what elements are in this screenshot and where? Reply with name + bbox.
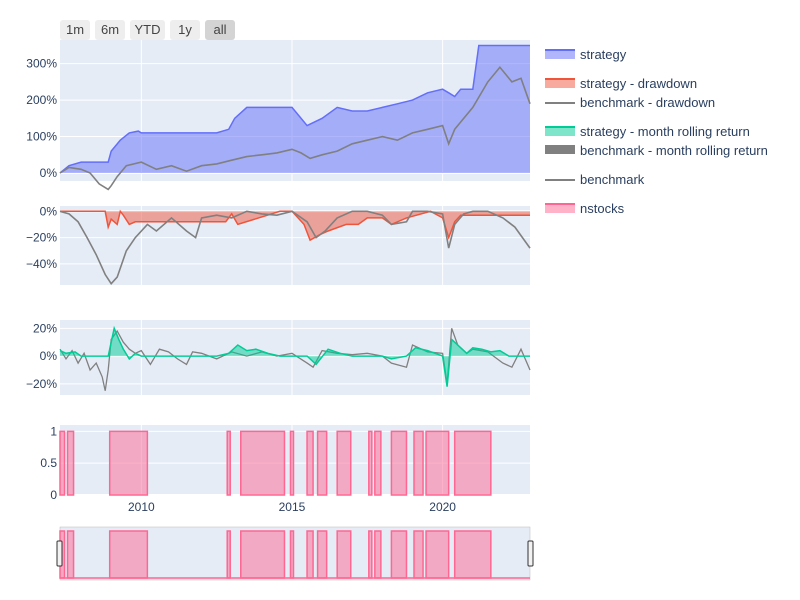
range-button-1y[interactable]: 1y [170, 20, 200, 40]
nstocks-bar [374, 430, 382, 496]
range-slider-bar [374, 530, 382, 579]
nstocks-bar [390, 430, 408, 496]
range-slider-bar [289, 530, 295, 579]
nstocks-bar [453, 430, 492, 496]
y-tick-label: −40% [26, 257, 57, 271]
panel-returns: 0% 100% 200% 300% [26, 40, 531, 191]
legend-swatch [545, 179, 575, 181]
range-slider-bar [425, 530, 450, 579]
y-tick-label: 0.5 [40, 456, 57, 470]
range-slider-bar [413, 530, 424, 579]
range-button-label: 1m [65, 22, 85, 37]
range-button-label: YTD [134, 22, 161, 37]
nstocks-bar [108, 430, 149, 496]
range-slider-handle-left[interactable] [56, 540, 63, 567]
panel-rolling: 20% 0% −20% [26, 320, 531, 395]
strategy-drawdown-line [60, 209, 530, 242]
legend-swatch [545, 145, 575, 154]
range-slider[interactable] [56, 526, 534, 581]
legend-label: strategy - drawdown [580, 76, 698, 91]
range-slider-bar [368, 530, 373, 579]
y-tick-label: 0% [40, 204, 58, 218]
nstocks-bar [316, 430, 328, 496]
range-button-label: 6m [100, 22, 120, 37]
y-tick-label: 0% [40, 349, 58, 363]
legend-swatch [545, 78, 575, 88]
nstocks-bar [368, 430, 373, 496]
range-slider-handle-right[interactable] [527, 540, 534, 567]
range-button-label: all [213, 22, 227, 37]
range-slider-bar [390, 530, 408, 579]
nstocks-bar [226, 430, 231, 496]
range-slider-bar [108, 530, 149, 579]
nstocks-bar [240, 430, 286, 496]
y-tick-label: −20% [26, 231, 57, 245]
y-tick-label: 20% [33, 321, 57, 335]
range-button-1m[interactable]: 1m [60, 20, 90, 40]
range-slider-bar [226, 530, 231, 579]
range-button-label: 1y [178, 22, 192, 37]
range-slider-bar [453, 530, 492, 579]
legend-label: benchmark - month rolling return [580, 143, 768, 158]
nstocks-bar [336, 430, 352, 496]
legend-swatch [545, 126, 575, 136]
nstocks-bar [425, 430, 450, 496]
strategy-drawdown-fill [60, 211, 530, 241]
strategy-line [59, 44, 530, 174]
x-tick-label: 2015 [279, 500, 306, 514]
y-tick-label: 1 [50, 424, 57, 438]
legend-swatch [545, 49, 575, 59]
nstocks-bar [413, 430, 424, 496]
y-tick-label: 100% [26, 130, 57, 144]
strategy-month-rolling-return-line [59, 325, 530, 387]
range-slider-bar [66, 530, 75, 579]
range-slider-bar [336, 530, 352, 579]
range-button-all[interactable]: all [205, 20, 235, 40]
x-tick-label: 2020 [429, 500, 456, 514]
legend-label: nstocks [580, 201, 625, 216]
strategy-fill [60, 45, 530, 173]
y-tick-label: 300% [26, 57, 57, 71]
nstocks-bar [289, 430, 295, 496]
range-slider-bar [316, 530, 328, 579]
y-tick-label: 200% [26, 93, 57, 107]
benchmark-drawdown-line [59, 210, 531, 286]
legend-label: strategy [580, 47, 627, 62]
legend-swatch [545, 203, 575, 213]
panel-drawdown: 0% −20% −40% [26, 204, 531, 286]
range-slider-bar [306, 530, 314, 579]
legend-label: benchmark [580, 172, 645, 187]
nstocks-bar [59, 430, 66, 496]
y-tick-label: 0 [50, 488, 57, 502]
legend-swatch [545, 102, 575, 104]
nstocks-bar [66, 430, 75, 496]
benchmark-line [59, 66, 531, 191]
legend-label: strategy - month rolling return [580, 124, 750, 139]
legend-label: benchmark - drawdown [580, 95, 716, 110]
nstocks-bar [306, 430, 314, 496]
range-button-6m[interactable]: 6m [95, 20, 125, 40]
y-tick-label: −20% [26, 377, 57, 391]
y-tick-label: 0% [40, 166, 58, 180]
range-slider-bar [240, 530, 286, 579]
x-tick-label: 2010 [128, 500, 155, 514]
range-button-ytd[interactable]: YTD [130, 20, 165, 40]
panel-nstocks: 0 0.5 1 2010 2015 2020 [40, 424, 530, 514]
